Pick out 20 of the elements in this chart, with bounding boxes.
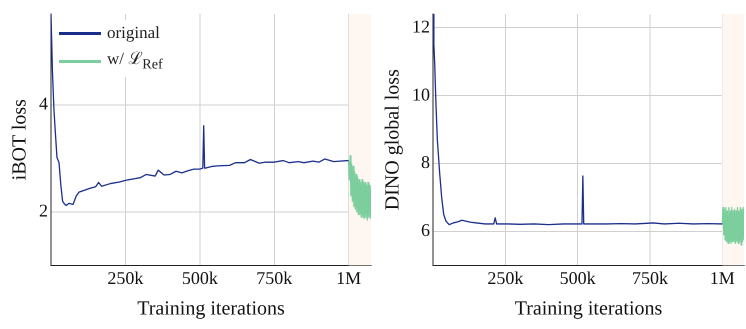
- legend-label: original: [107, 22, 160, 44]
- y-tick-label: 6: [421, 220, 430, 240]
- x-axis-title: Training iterations: [514, 297, 663, 320]
- x-tick-label: 1M: [710, 268, 735, 288]
- x-tick-label: 750k: [256, 268, 292, 288]
- y-axis-title: iBOT loss: [8, 98, 30, 180]
- x-tick-label: 500k: [560, 268, 596, 288]
- y-tick-label: 10: [412, 84, 430, 104]
- x-tick-label: 1M: [336, 268, 362, 288]
- y-tick-label: 12: [412, 16, 430, 36]
- y-tick-label: 4: [39, 94, 48, 114]
- x-tick-label: 250k: [487, 268, 524, 288]
- x-tick-label: 250k: [107, 268, 144, 288]
- x-axis-title: Training iterations: [137, 297, 286, 320]
- y-tick-label: 2: [39, 200, 48, 221]
- y-tick-label: 8: [421, 152, 430, 172]
- legend-label: w/ ℒ$_{Ref}$: [107, 48, 163, 74]
- x-tick-label: 750k: [632, 268, 668, 288]
- x-tick-label: 500k: [182, 268, 218, 288]
- y-axis-title: DINO global loss: [381, 68, 404, 210]
